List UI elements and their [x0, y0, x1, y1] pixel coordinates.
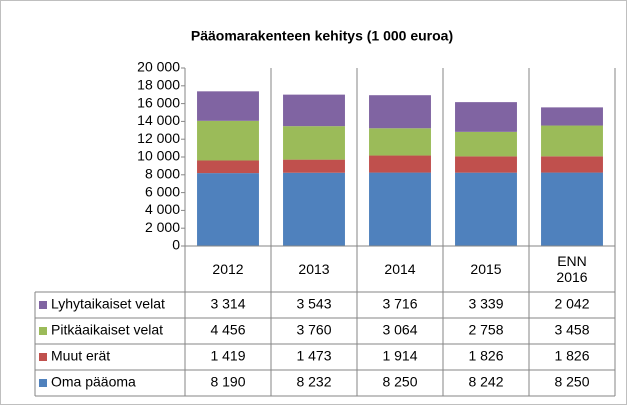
bar-segment: [283, 126, 345, 160]
data-label: 3 064: [382, 322, 417, 338]
x-tick-label: 2012: [212, 261, 244, 277]
y-tick-label: 20 000: [137, 59, 180, 75]
bar-segment: [197, 173, 259, 246]
bar-segment: [369, 128, 431, 156]
category-cell: 2014: [384, 261, 416, 277]
bar-segment: [541, 156, 603, 173]
bar-segment: [541, 172, 603, 246]
bar-segment: [197, 160, 259, 174]
bar-segment: [283, 172, 345, 246]
data-label: 1 826: [468, 348, 503, 364]
bar-segment: [283, 159, 345, 173]
x-tick-label: 2014: [384, 261, 416, 277]
bar-segment: [541, 125, 603, 157]
legend-label: Lyhytaikaiset velat: [51, 296, 165, 312]
category-cell: 2012: [212, 261, 244, 277]
bar-segment: [369, 95, 431, 129]
data-label: 3 314: [210, 296, 245, 312]
data-label: 3 543: [296, 296, 331, 312]
category-cell: 2013: [298, 261, 330, 277]
data-label: 2 758: [468, 322, 503, 338]
y-tick-label: 4 000: [145, 201, 180, 217]
bar-segment: [197, 91, 259, 121]
bar-segment: [369, 155, 431, 173]
data-label: 4 456: [210, 322, 245, 338]
legend-label: Muut erät: [51, 348, 110, 364]
data-label: 8 190: [210, 374, 245, 390]
bar-segment: [283, 94, 345, 127]
bar-segment: [369, 172, 431, 246]
bar-segment: [455, 172, 517, 246]
x-tick-label: 2013: [298, 261, 330, 277]
legend-label: Oma pääoma: [51, 374, 136, 390]
data-label: 3 339: [468, 296, 503, 312]
bar-segment: [455, 131, 517, 157]
category-cell: 2015: [470, 261, 502, 277]
data-label: 1 826: [554, 348, 589, 364]
legend-key: [39, 379, 47, 387]
data-label: 1 419: [210, 348, 245, 364]
legend-key: [39, 353, 47, 361]
y-tick-label: 6 000: [145, 183, 180, 199]
data-label: 8 250: [382, 374, 417, 390]
chart-title: Pääomarakenteen kehitys (1 000 euroa): [191, 28, 453, 44]
data-label: 3 716: [382, 296, 417, 312]
data-label: 2 042: [554, 296, 589, 312]
legend-key: [39, 301, 47, 309]
y-tick-label: 16 000: [137, 94, 180, 110]
bar-segment: [197, 120, 259, 161]
y-tick-label: 12 000: [137, 130, 180, 146]
y-tick-label: 18 000: [137, 77, 180, 93]
x-tick-label: 2015: [470, 261, 502, 277]
legend-label: Pitkäaikaiset velat: [51, 322, 163, 338]
legend-key: [39, 327, 47, 335]
y-tick-label: 0: [172, 237, 180, 253]
data-label: 8 232: [296, 374, 331, 390]
y-tick-label: 14 000: [137, 112, 180, 128]
data-label: 8 242: [468, 374, 503, 390]
data-label: 8 250: [554, 374, 589, 390]
y-tick-label: 8 000: [145, 166, 180, 182]
data-label: 3 760: [296, 322, 331, 338]
category-cell: ENN 2016: [556, 253, 588, 285]
y-tick-label: 2 000: [145, 219, 180, 235]
x-tick-label: ENN 2016: [556, 253, 588, 285]
y-tick-label: 10 000: [137, 148, 180, 164]
bar-segment: [541, 107, 603, 126]
data-label: 3 458: [554, 322, 589, 338]
bar-segment: [455, 102, 517, 132]
data-label: 1 473: [296, 348, 331, 364]
bar-segment: [455, 156, 517, 173]
data-label: 1 914: [382, 348, 417, 364]
